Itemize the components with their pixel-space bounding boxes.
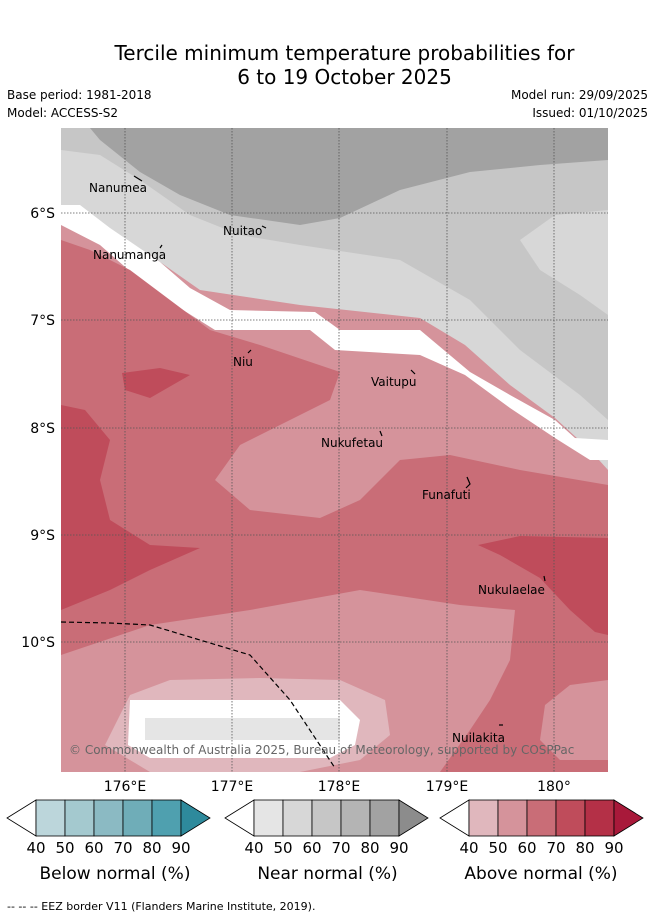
near-colorbar-segment — [369, 799, 400, 837]
near-tick-label: 50 — [273, 839, 292, 857]
near-colorbar-segment — [340, 799, 371, 837]
place-labels: Nanumea Nuitao Nanumanga Niu Vaitupu Nuk… — [89, 181, 545, 745]
chart-title: Tercile minimum temperature probabilitie… — [0, 41, 655, 89]
near-tick-label: 80 — [360, 839, 379, 857]
place-label: Nuitao — [223, 224, 262, 238]
above-tick-label: 70 — [546, 839, 565, 857]
nukufetau-island — [379, 430, 383, 437]
near-normal-label: Near normal (%) — [257, 864, 398, 884]
above-tick-label: 50 — [488, 839, 507, 857]
place-label: Funafuti — [422, 488, 471, 502]
below-tick-label: 50 — [55, 839, 74, 857]
near-colorbar: 40 50 60 70 80 90 — [224, 799, 429, 857]
place-label: Nanumanga — [93, 248, 166, 262]
title-line-1: Tercile minimum temperature probabilitie… — [114, 41, 575, 65]
below-under-triangle — [6, 799, 37, 837]
copyright-credit: © Commonwealth of Australia 2025, Bureau… — [69, 743, 574, 757]
eez-border — [60, 621, 336, 769]
above-tick-label: 80 — [575, 839, 594, 857]
below-normal-label: Below normal (%) — [39, 864, 191, 884]
lat-labels: 6°S 7°S 8°S 9°S 10°S — [21, 206, 55, 651]
islands — [133, 175, 546, 726]
lat-label: 8°S — [30, 421, 55, 437]
lon-label: 180° — [537, 779, 571, 795]
eez-footnote: -- -- -- EEZ border V11 (Flanders Marine… — [7, 900, 316, 913]
near-colorbar-segment — [253, 799, 284, 837]
above-normal-label: Above normal (%) — [464, 864, 618, 884]
near-tick-label: 70 — [331, 839, 350, 857]
above-80-patch — [122, 368, 190, 398]
above-over-triangle — [613, 799, 644, 837]
near-tick-label: 40 — [244, 839, 263, 857]
above-80-west-region — [61, 405, 200, 610]
vaitupu-island — [410, 369, 416, 375]
nuitao-island — [261, 225, 267, 229]
above-under-triangle — [439, 799, 470, 837]
below-over-triangle — [180, 799, 211, 837]
above-colorbar-segment — [497, 799, 528, 837]
lat-label: 7°S — [30, 313, 55, 329]
place-label: Nukufetau — [321, 436, 383, 450]
near-tick-label: 60 — [302, 839, 321, 857]
above-colorbar-segment — [584, 799, 615, 837]
near-colorbar-segment — [311, 799, 342, 837]
no-signal-band — [61, 205, 608, 460]
nukulaelae-island — [543, 575, 546, 582]
gridlines — [61, 128, 608, 772]
below-tick-label: 90 — [171, 839, 190, 857]
place-label: Nukulaelae — [478, 583, 545, 597]
above-colorbar-segment — [468, 799, 499, 837]
place-label: Vaitupu — [371, 375, 417, 389]
place-label: Niu — [233, 355, 253, 369]
title-line-2: 6 to 19 October 2025 — [237, 65, 452, 89]
near-50-east-region — [520, 210, 608, 315]
below-colorbar-segment — [64, 799, 95, 837]
below-colorbar-segment — [122, 799, 153, 837]
place-label: Nuilakita — [452, 731, 505, 745]
lat-label: 6°S — [30, 206, 55, 222]
near-under-triangle — [224, 799, 255, 837]
lon-label: 178°E — [318, 779, 361, 795]
below-colorbar-segment — [151, 799, 182, 837]
near-40-patch — [145, 718, 340, 740]
lat-label: 9°S — [30, 528, 55, 544]
above-colorbar-segment — [555, 799, 586, 837]
below-colorbar-segment — [35, 799, 66, 837]
below-tick-label: 80 — [142, 839, 161, 857]
above-tick-label: 60 — [517, 839, 536, 857]
above-80-east-region — [478, 536, 608, 635]
niu-island — [247, 349, 252, 354]
map-fills — [61, 128, 608, 772]
below-tick-label: 70 — [113, 839, 132, 857]
near-tick-label: 90 — [389, 839, 408, 857]
nanumanga-island — [159, 244, 163, 249]
lat-label: 10°S — [21, 635, 55, 651]
near-over-triangle — [398, 799, 429, 837]
below-tick-label: 60 — [84, 839, 103, 857]
below-colorbar: 40 50 60 70 80 90 — [6, 799, 211, 857]
model-name: Model: ACCESS-S2 — [7, 106, 119, 120]
issued-date: Issued: 01/10/2025 — [532, 106, 648, 120]
base-period: Base period: 1981-2018 — [7, 88, 152, 102]
above-tick-label: 90 — [604, 839, 623, 857]
near-80-region — [90, 128, 608, 225]
colorbar-legends: 40 50 60 70 80 90 40 50 60 70 80 90 40 50 60 70 80 90 — [6, 799, 644, 857]
model-run: Model run: 29/09/2025 — [510, 88, 648, 102]
below-colorbar-segment — [93, 799, 124, 837]
near-colorbar-segment — [282, 799, 313, 837]
above-colorbar-segment — [526, 799, 557, 837]
above-60-se-region — [540, 680, 608, 760]
above-colorbar: 40 50 60 70 80 90 — [439, 799, 644, 857]
funafuti-island — [465, 476, 471, 489]
above-tick-label: 40 — [459, 839, 478, 857]
lon-label: 176°E — [104, 779, 147, 795]
lon-labels: 176°E 177°E 178°E 179°E 180° — [104, 779, 571, 795]
lon-label: 179°E — [426, 779, 469, 795]
below-tick-label: 40 — [26, 839, 45, 857]
lon-label: 177°E — [211, 779, 254, 795]
place-label: Nanumea — [89, 181, 147, 195]
nanumea-island — [133, 175, 143, 182]
